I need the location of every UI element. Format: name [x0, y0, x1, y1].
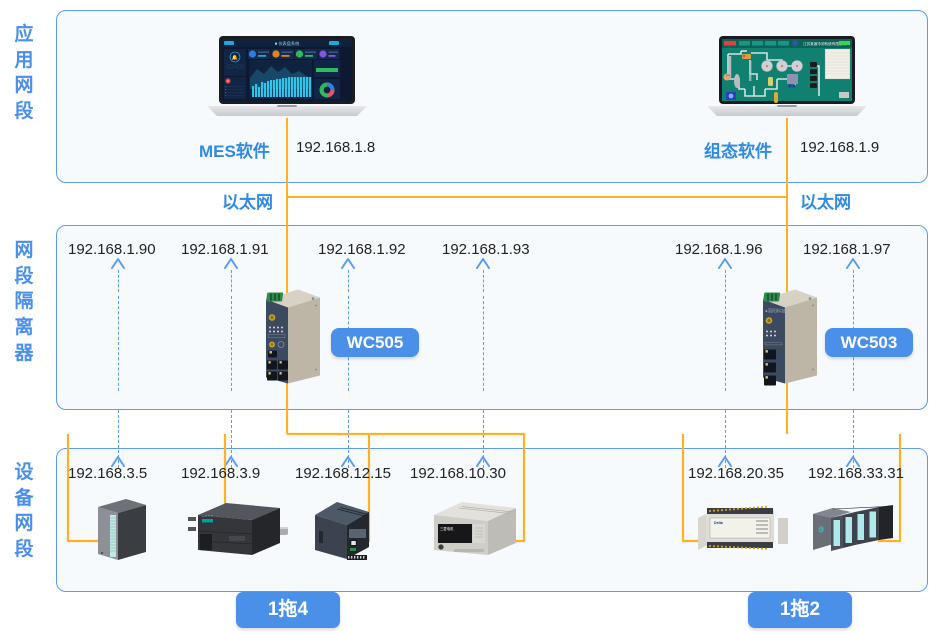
- svg-text:Delta: Delta: [714, 521, 724, 525]
- svg-text:三菱电机: 三菱电机: [440, 526, 454, 531]
